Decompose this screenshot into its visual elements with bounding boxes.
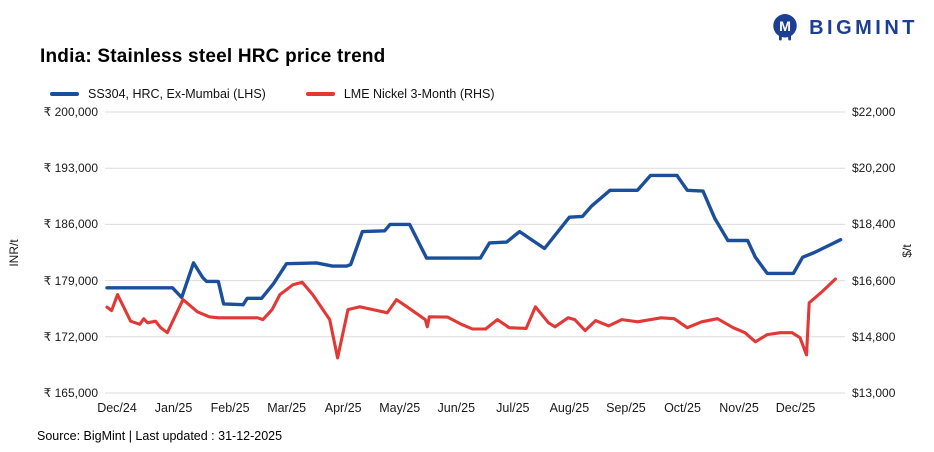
- bigmint-logo-text: BIGMINT: [809, 16, 918, 39]
- bigmint-logo: M BIGMINT: [769, 12, 918, 44]
- x-axis-tick: Dec/25: [775, 401, 816, 415]
- y-axis-tick-left: ₹ 179,000: [43, 273, 98, 288]
- y-axis-tick-left: ₹ 165,000: [43, 386, 98, 400]
- x-axis-tick: Jul/25: [496, 401, 530, 415]
- legend-item-ss304: SS304, HRC, Ex-Mumbai (LHS): [50, 87, 266, 101]
- legend-label-nickel: LME Nickel 3-Month (RHS): [343, 87, 495, 101]
- y-axis-tick-left: ₹ 193,000: [43, 161, 98, 176]
- x-axis-tick: Nov/25: [719, 401, 759, 415]
- x-axis-tick: Feb/25: [210, 401, 250, 415]
- series-line-blue: [105, 173, 843, 307]
- series-line-red: [105, 277, 837, 360]
- x-axis-tick: Apr/25: [324, 401, 362, 415]
- y-axis-title-left: INR/t: [7, 239, 21, 267]
- y-axis-tick-left: ₹ 186,000: [43, 217, 98, 232]
- y-axis-tick-right: $13,000: [852, 386, 896, 400]
- x-axis-tick: Mar/25: [267, 401, 307, 415]
- legend-item-nickel: LME Nickel 3-Month (RHS): [305, 87, 495, 101]
- x-axis-tick: May/25: [379, 401, 421, 415]
- y-axis-tick-left: ₹ 172,000: [43, 329, 98, 344]
- y-axis-tick-right: $16,600: [852, 273, 896, 288]
- source-note: Source: BigMint | Last updated : 31-12-2…: [37, 429, 283, 443]
- y-axis-tick-right: $14,800: [852, 329, 896, 344]
- x-axis-tick: Oct/25: [664, 401, 701, 415]
- x-axis-tick: Sep/25: [606, 401, 646, 415]
- y-axis-tick-right: $18,400: [852, 217, 896, 232]
- y-axis-tick-right: $20,200: [852, 161, 896, 176]
- y-axis-tick-right: $22,000: [852, 105, 896, 119]
- page-title: India: Stainless steel HRC price trend: [40, 46, 386, 67]
- y-axis-tick-left: ₹ 200,000: [43, 105, 98, 119]
- legend-swatch-red: [305, 92, 335, 96]
- legend-swatch-blue: [50, 92, 79, 96]
- y-axis-title-right: $/t: [900, 244, 914, 258]
- x-axis-tick: Jan/25: [154, 401, 193, 415]
- chart-legend: SS304, HRC, Ex-Mumbai (LHS) LME Nickel 3…: [50, 87, 495, 101]
- legend-label-ss304: SS304, HRC, Ex-Mumbai (LHS): [88, 87, 266, 101]
- bigmint-logo-icon: M: [773, 14, 797, 41]
- svg-text:M: M: [779, 19, 791, 35]
- x-axis-tick: Aug/25: [549, 401, 590, 415]
- x-axis-tick: Jun/25: [437, 401, 476, 415]
- x-axis-tick: Dec/24: [97, 401, 137, 415]
